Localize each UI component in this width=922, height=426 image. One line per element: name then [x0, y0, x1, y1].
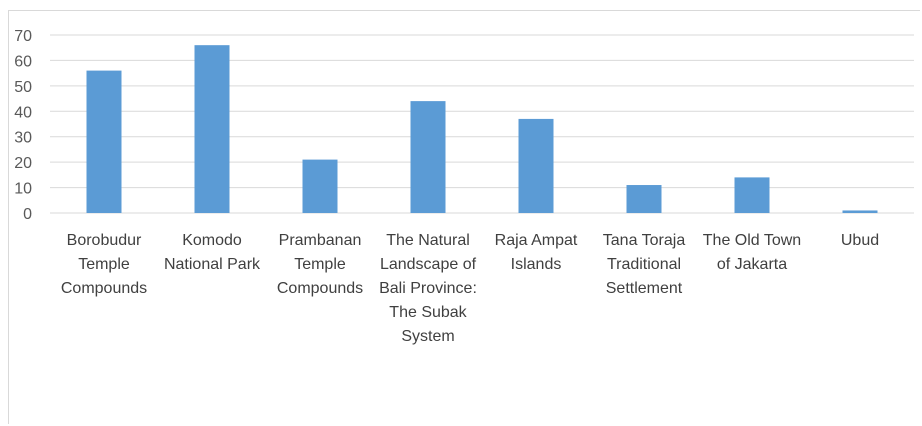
x-category-label: The Natural Landscape of Bali Province: The… — [379, 232, 477, 345]
x-category-label-line: The Natural — [386, 232, 470, 249]
y-tick-label: 30 — [14, 130, 32, 147]
bar — [302, 159, 338, 213]
y-tick-label: 70 — [14, 28, 32, 45]
x-category-label-line: Komodo — [182, 232, 242, 249]
x-category-label-line: Prambanan — [279, 232, 362, 249]
y-tick-label: 50 — [14, 79, 32, 96]
x-category-label-line: Settlement — [606, 280, 683, 297]
chart-frame — [8, 10, 920, 424]
x-category-label-line: Tana Toraja — [603, 232, 686, 249]
y-axis: 0 10 20 30 40 50 60 70 — [14, 28, 32, 223]
bars — [86, 45, 878, 213]
bar — [734, 177, 770, 213]
x-category-label: The Old Town of Jakarta — [703, 232, 801, 273]
y-tick-label: 0 — [23, 206, 32, 223]
x-category-label-line: Ubud — [841, 232, 879, 249]
y-tick-label: 60 — [14, 53, 32, 70]
bar — [194, 45, 230, 213]
x-category-label-line: Islands — [511, 256, 562, 273]
bar — [86, 70, 122, 213]
x-category-label-line: Borobudur — [67, 232, 142, 249]
x-category-label: Ubud — [841, 232, 879, 249]
y-tick-label: 40 — [14, 104, 32, 121]
x-category-label-line: Compounds — [277, 280, 363, 297]
gridlines — [50, 34, 914, 214]
y-tick-label: 10 — [14, 181, 32, 198]
bar — [842, 210, 878, 213]
x-category-label: Tana Toraja Traditional Settlement — [603, 232, 686, 297]
x-category-label-line: The Subak — [389, 304, 467, 321]
x-category-label-line: of Jakarta — [717, 256, 787, 273]
x-axis: Borobudur Temple Compounds Komodo National P… — [61, 232, 879, 345]
x-category-label: Prambanan Temple Compounds — [277, 232, 363, 297]
x-category-label-line: Temple — [294, 256, 346, 273]
x-category-label: Borobudur Temple Compounds — [61, 232, 147, 297]
x-category-label-line: Raja Ampat — [495, 232, 578, 249]
x-category-label: Raja Ampat Islands — [495, 232, 578, 273]
x-category-label: Komodo National Park — [164, 232, 261, 273]
bar — [518, 118, 554, 213]
bar — [626, 185, 662, 213]
bar — [410, 101, 446, 213]
x-category-label-line: Traditional — [607, 256, 681, 273]
x-category-label-line: National Park — [164, 256, 261, 273]
y-tick-label: 20 — [14, 155, 32, 172]
x-category-label-line: The Old Town — [703, 232, 801, 249]
x-category-label-line: Landscape of — [380, 256, 477, 273]
x-category-label-line: Bali Province: — [379, 280, 477, 297]
x-category-label-line: System — [401, 328, 454, 345]
x-category-label-line: Compounds — [61, 280, 147, 297]
x-category-label-line: Temple — [78, 256, 130, 273]
